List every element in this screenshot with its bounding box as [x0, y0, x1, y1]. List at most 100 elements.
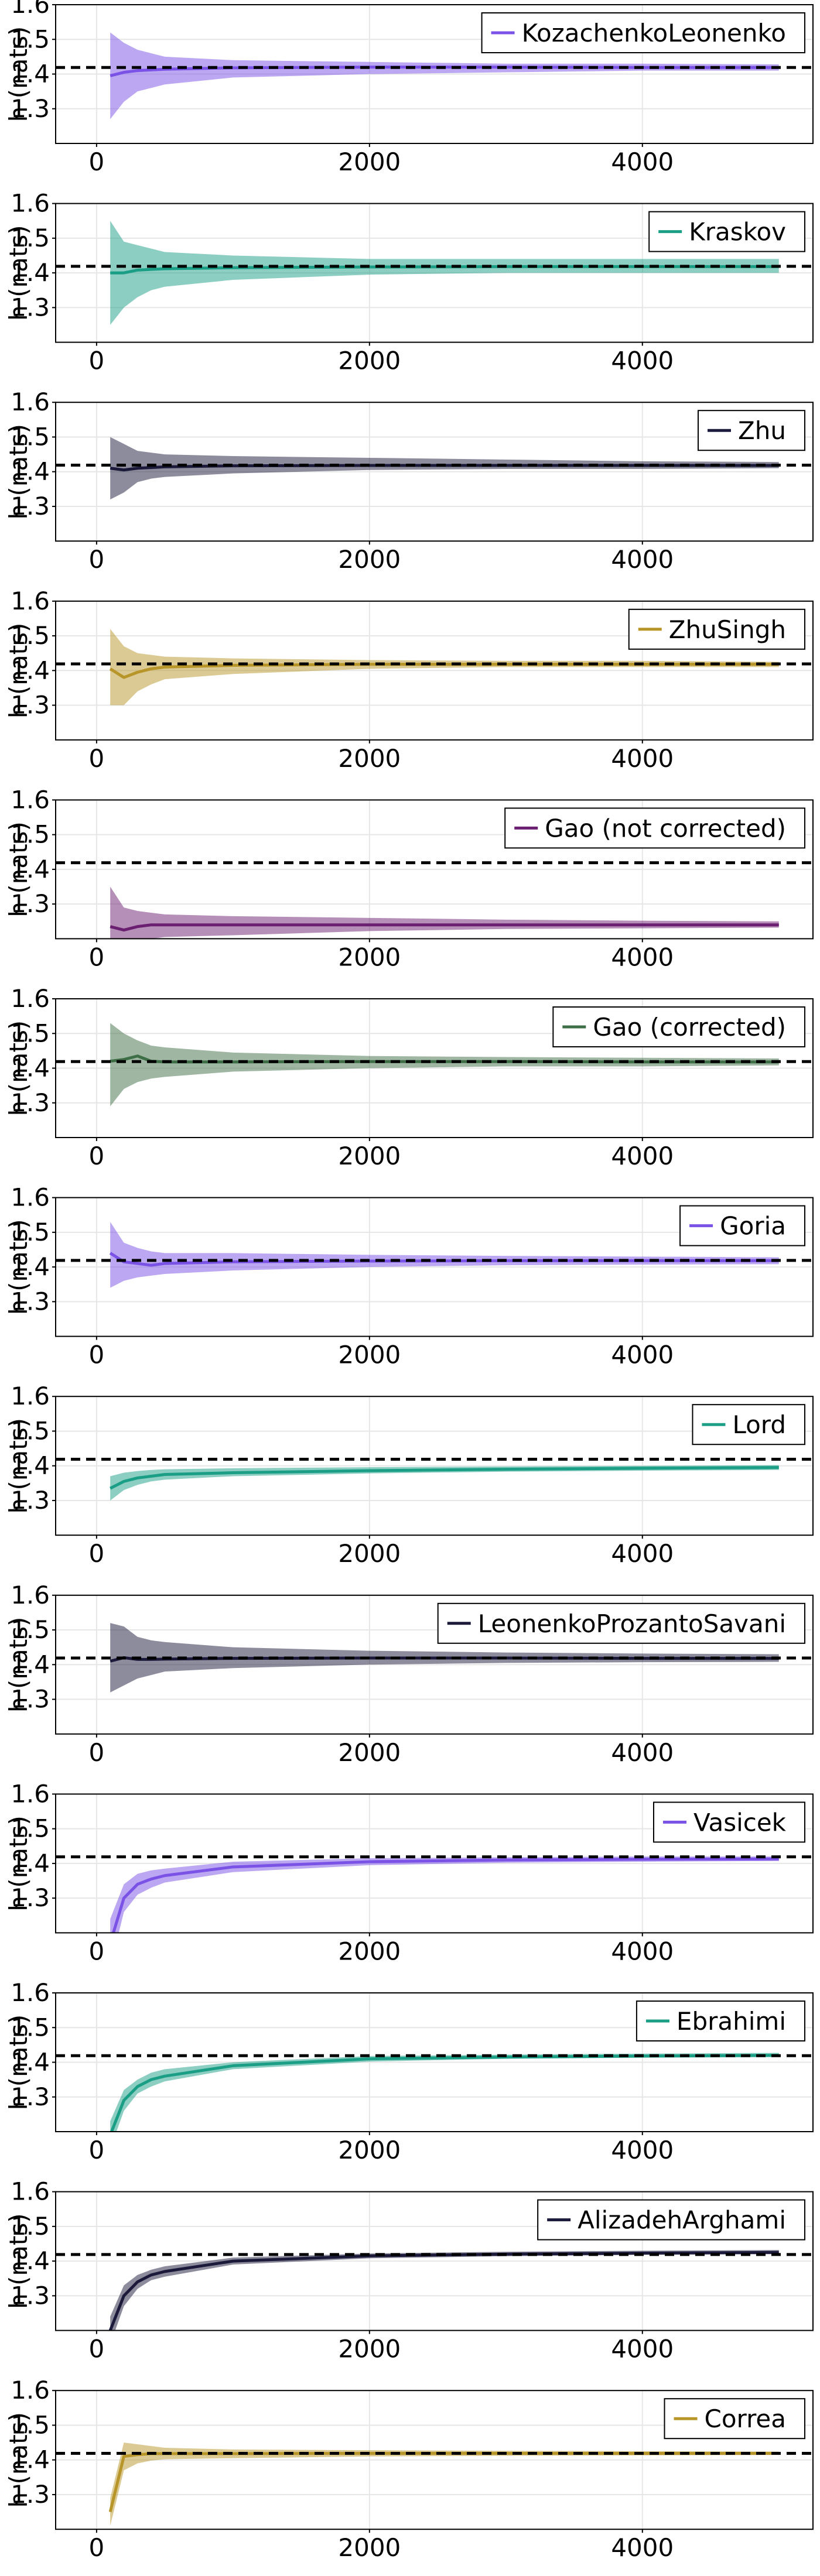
x-tick-label: 2000 [338, 2533, 401, 2562]
y-tick-label: 1.4 [11, 2048, 50, 2077]
x-tick-label: 2000 [338, 1142, 401, 1170]
y-tick-label: 1.6 [11, 1978, 50, 2007]
plot-area [56, 437, 813, 500]
y-tick-label: 1.5 [11, 1218, 50, 1246]
x-tick-label: 0 [89, 2335, 105, 2363]
y-tick-label: 1.5 [11, 422, 50, 451]
x-tick-label: 2000 [338, 1341, 401, 1369]
y-tick-label: 1.4 [11, 1849, 50, 1878]
confidence-band [110, 437, 779, 500]
y-tick-label: 1.4 [11, 2445, 50, 2474]
y-tick-label: 1.3 [11, 1883, 50, 1912]
y-tick-label: 1.5 [11, 621, 50, 650]
panel-12: 1.3 1.4 1.5 1.6 0 2000 4000 h (nats) AlizadehArg… [4, 2177, 814, 2363]
y-tick-label: 1.6 [11, 1183, 50, 1212]
legend-label: AlizadehArghami [578, 2206, 786, 2235]
x-tick-label: 2000 [338, 943, 401, 971]
y-tick-label: 1.5 [11, 25, 50, 53]
legend-label: Gao (not corrected) [545, 814, 786, 842]
legend-label: Ebrahimi [676, 2007, 786, 2036]
x-tick-label: 4000 [611, 2136, 674, 2164]
plot-area [56, 1023, 813, 1107]
series-line [108, 2250, 779, 2331]
x-tick-label: 0 [89, 1539, 105, 1568]
confidence-band [110, 1856, 779, 1933]
legend: Gao (not corrected) [504, 807, 805, 849]
y-tick-label: 1.3 [11, 1088, 50, 1117]
y-tick-label: 1.3 [11, 691, 50, 720]
x-tick-label: 4000 [611, 744, 674, 773]
x-tick-label: 4000 [611, 148, 674, 176]
legend: KozachenkoLeonenko [481, 12, 805, 53]
legend-label: KozachenkoLeonenko [522, 19, 786, 47]
x-tick-label: 2000 [338, 2335, 401, 2363]
legend: Vasicek [652, 1801, 805, 1843]
y-tick-label: 1.3 [11, 94, 50, 123]
y-axis-label: h (nats) [4, 1815, 33, 1911]
x-tick-label: 0 [89, 347, 105, 375]
y-tick-label: 1.3 [11, 2480, 50, 2509]
x-tick-label: 4000 [611, 943, 674, 971]
legend: Correa [664, 2398, 805, 2440]
plot-area [56, 1457, 813, 1501]
y-tick-label: 1.6 [11, 984, 50, 1013]
y-tick-label: 1.4 [11, 60, 50, 88]
x-tick-label: 4000 [611, 347, 674, 375]
plot-area [56, 2250, 813, 2331]
x-tick-label: 4000 [611, 2533, 674, 2562]
legend-box [552, 1006, 805, 1047]
x-tick-label: 2000 [338, 347, 401, 375]
y-tick-label: 1.3 [11, 2281, 50, 2310]
x-tick-label: 0 [89, 744, 105, 773]
y-tick-label: 1.5 [11, 1416, 50, 1445]
x-tick-label: 2000 [338, 545, 401, 574]
legend-label: LeonenkoProzantoSavani [478, 1609, 786, 1638]
y-axis-label: h (nats) [4, 623, 33, 718]
legend-box [481, 12, 805, 53]
plot-area [56, 1623, 813, 1693]
plot-area [56, 221, 813, 325]
legend: Ebrahimi [636, 2000, 805, 2041]
y-axis-label: h (nats) [4, 1418, 33, 1513]
x-tick-label: 2000 [338, 2136, 401, 2164]
y-tick-label: 1.5 [11, 2013, 50, 2041]
y-axis-label: h (nats) [4, 821, 33, 917]
confidence-band [110, 221, 779, 325]
x-tick-label: 0 [89, 1937, 105, 1965]
panel-8: 1.3 1.4 1.5 1.6 0 2000 4000 h (nats) Lord [4, 1382, 814, 1568]
plot-area [56, 2053, 813, 2132]
x-tick-label: 0 [89, 1738, 105, 1767]
y-tick-label: 1.6 [11, 1779, 50, 1808]
y-tick-label: 1.5 [11, 2410, 50, 2439]
y-axis-label: h (nats) [4, 1219, 33, 1314]
y-tick-label: 1.4 [11, 1054, 50, 1083]
y-axis-label: h (nats) [4, 2015, 33, 2110]
y-tick-label: 1.4 [11, 855, 50, 883]
y-tick-label: 1.3 [11, 492, 50, 520]
x-tick-label: 0 [89, 2136, 105, 2164]
y-tick-label: 1.3 [11, 1486, 50, 1515]
panel-1: 1.3 1.4 1.5 1.6 0 2000 4000 h (nats) KozachenkoL… [4, 0, 814, 176]
series-line [111, 1857, 779, 1933]
confidence-band [110, 2443, 779, 2526]
y-tick-label: 1.6 [11, 388, 50, 416]
confidence-band [110, 629, 779, 705]
y-axis-label: h (nats) [4, 225, 33, 320]
confidence-band [110, 886, 779, 939]
y-tick-label: 1.6 [11, 189, 50, 218]
x-tick-label: 0 [89, 1142, 105, 1170]
panel-13: 1.3 1.4 1.5 1.6 0 2000 4000 h (nats) Correa [4, 2376, 814, 2562]
y-tick-label: 1.3 [11, 1287, 50, 1316]
x-tick-label: 4000 [611, 1937, 674, 1965]
legend: Zhu [697, 410, 805, 451]
legend-box [437, 1602, 805, 1644]
legend-label: Goria [720, 1212, 786, 1241]
confidence-band [110, 1465, 779, 1501]
legend-label: Zhu [738, 416, 786, 445]
y-tick-label: 1.4 [11, 258, 50, 287]
legend: Kraskov [648, 211, 805, 252]
x-tick-label: 4000 [611, 1142, 674, 1170]
legend: Gao (corrected) [552, 1006, 805, 1047]
y-axis-label: h (nats) [4, 2412, 33, 2508]
panel-9: 1.3 1.4 1.5 1.6 0 2000 4000 h (nats) LeonenkoPro… [4, 1581, 814, 1767]
